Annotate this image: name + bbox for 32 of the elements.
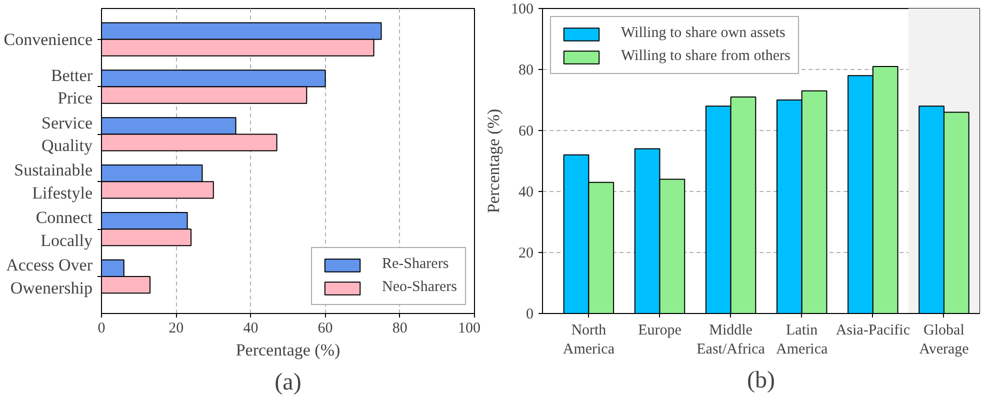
text: (b) [747, 368, 775, 394]
y-tick-label: 0 [526, 306, 534, 322]
y-tick-label: 60 [518, 124, 534, 140]
y-tick-label: Access Over Owenership [6, 256, 93, 298]
x-tick-label: Europe [638, 322, 682, 338]
y-tick-label: 40 [518, 184, 534, 200]
x-tick-label: North America [562, 322, 615, 358]
y-tick-label: 20 [518, 246, 534, 262]
x-tick-label: Global Average [919, 322, 970, 358]
y-axis-title: Percentage (%) [484, 108, 503, 214]
y-tick-label: 100 [511, 2, 534, 18]
x-tick-label: 100 [458, 320, 480, 336]
x-tick-label: Latin America [776, 322, 828, 358]
x-tick-label: Middle East/Africa [696, 322, 766, 358]
y-tick-label: Connect Locally [36, 208, 93, 250]
legend-label: Willing to share own assets [621, 25, 786, 42]
y-tick-label: Service Quality [42, 113, 93, 156]
legend-label: Neo-Sharers [382, 279, 457, 296]
x-tick-label: 80 [392, 320, 408, 336]
y-tick-label: 80 [518, 62, 534, 78]
y-tick-label: Better Price [50, 66, 93, 108]
y-tick-label: Convenience [4, 30, 93, 49]
x-tick-label: 40 [243, 320, 258, 336]
y-tick-label: Sustainable Lifestyle [14, 160, 93, 203]
legend-label: Re-Sharers [382, 256, 449, 273]
x-tick-label: 0 [98, 320, 106, 336]
x-tick-label: 60 [318, 320, 333, 336]
text: (a) [274, 370, 302, 396]
legend-label: Willing to share from others [621, 48, 790, 65]
x-axis-title: Percentage (%) [236, 340, 340, 360]
x-tick-label: Asia-Pacific [836, 322, 910, 338]
x-tick-label: 20 [168, 320, 184, 336]
